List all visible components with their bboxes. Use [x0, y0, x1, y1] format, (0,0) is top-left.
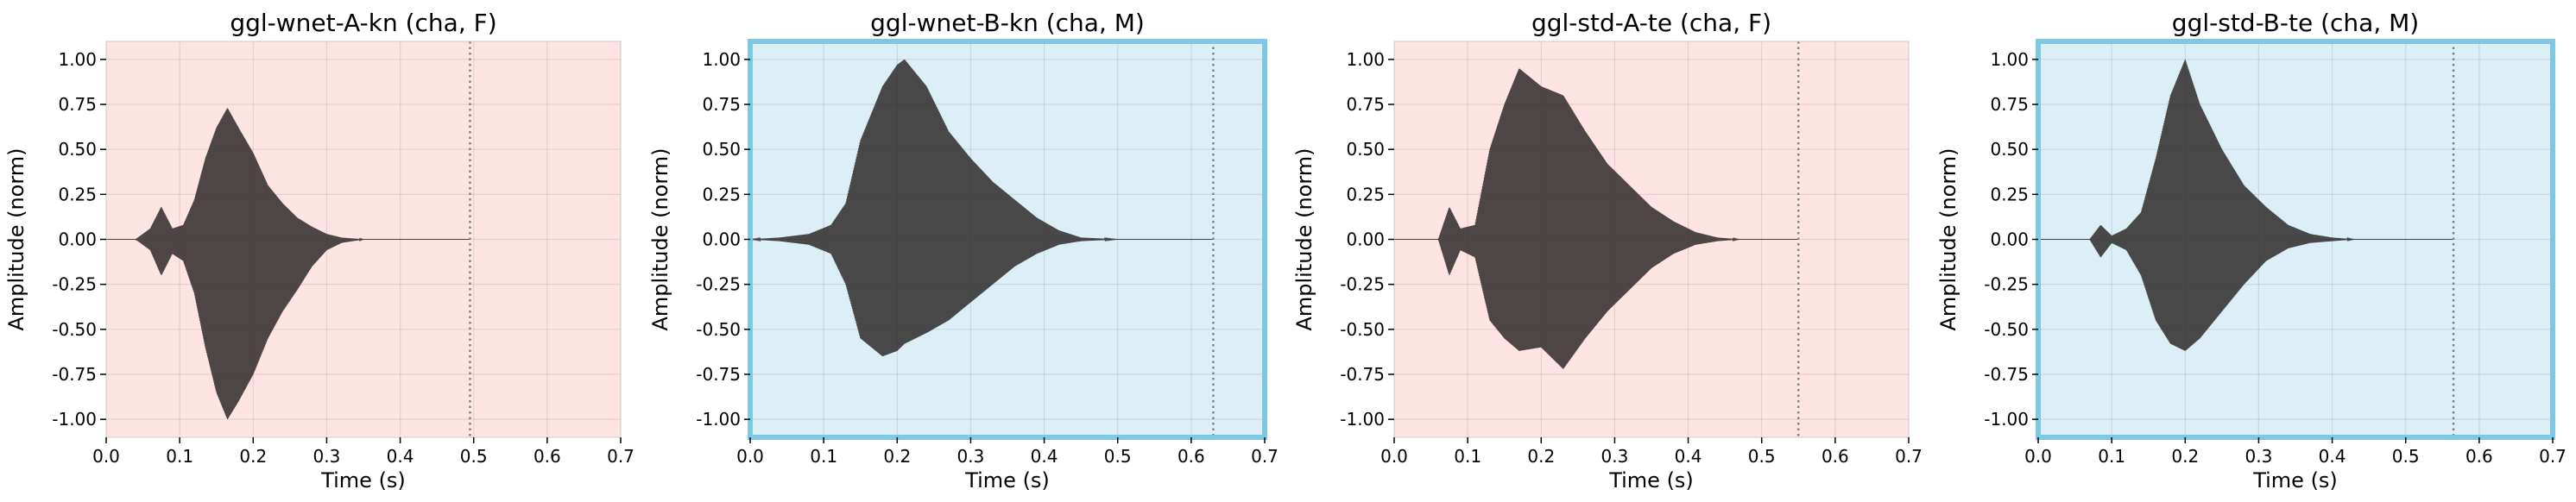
x-tick-label: 0.6: [1822, 446, 1849, 467]
chart-title: ggl-std-A-te (cha, F): [1531, 9, 1771, 37]
y-tick-label: 0.75: [58, 94, 97, 115]
x-tick-label: 0.2: [883, 446, 911, 467]
y-axis-label: Amplitude (norm): [1292, 147, 1316, 330]
x-tick-label: 0.3: [957, 446, 985, 467]
y-tick-label: 1.00: [1990, 49, 2029, 70]
x-tick-label: 0.5: [2392, 446, 2420, 467]
y-tick-label: -0.25: [1984, 274, 2029, 295]
y-tick-label: 0.25: [702, 184, 741, 204]
chart-panel-3: 0.0 0.1 0.2 0.3 0.4 0.5 0.6 0.7 1.00 0.75 0.50 0.25…: [1292, 9, 1923, 493]
y-axis-label: Amplitude (norm): [1936, 147, 1960, 330]
y-tick-label: -1.00: [696, 409, 741, 430]
y-tick-label: 0.75: [1990, 94, 2029, 115]
x-tick-label: 0.5: [460, 446, 488, 467]
y-tick-label: 0.25: [58, 184, 97, 204]
y-tick-label: -0.50: [1984, 319, 2029, 340]
x-tick-label: 0.4: [1675, 446, 1702, 467]
chart-title: ggl-wnet-A-kn (cha, F): [230, 9, 496, 37]
y-tick-label: -0.25: [52, 274, 97, 295]
x-tick-label: 0.1: [810, 446, 837, 467]
chart-panel-4: 0.0 0.1 0.2 0.3 0.4 0.5 0.6 0.7 1.00 0.75 0.50 0.25…: [1936, 9, 2567, 493]
x-axis-label: Time (s): [964, 468, 1050, 493]
chart-title: ggl-std-B-te (cha, M): [2172, 9, 2419, 37]
y-tick-label: -1.00: [1984, 409, 2029, 430]
y-tick-label: -0.25: [696, 274, 741, 295]
y-tick-label: 1.00: [1346, 49, 1385, 70]
chart-title: ggl-wnet-B-kn (cha, M): [870, 9, 1145, 37]
y-tick-label: -0.75: [52, 364, 97, 385]
y-tick-label: -0.75: [696, 364, 741, 385]
chart-panel-2: 0.0 0.1 0.2 0.3 0.4 0.5 0.6 0.7 1.00 0.75 0.50 0.25…: [648, 9, 1279, 493]
chart-panel-1: 0.0 0.1 0.2 0.3 0.4 0.5 0.6 0.7 1.00 0.75 0.50 0.25…: [4, 9, 635, 493]
y-tick-label: 0.25: [1990, 184, 2029, 204]
y-tick-label: -0.50: [52, 319, 97, 340]
x-tick-label: 0.6: [1178, 446, 1205, 467]
y-tick-label: -0.25: [1340, 274, 1385, 295]
y-tick-label: 0.50: [702, 139, 741, 160]
x-tick-label: 0.7: [1251, 446, 1279, 467]
x-tick-label: 0.7: [607, 446, 635, 467]
x-axis-label: Time (s): [1608, 468, 1694, 493]
y-tick-label: 1.00: [702, 49, 741, 70]
y-tick-label: 0.00: [1990, 229, 2029, 250]
y-tick-label: 0.50: [58, 139, 97, 160]
x-tick-label: 0.7: [1895, 446, 1923, 467]
x-tick-label: 0.7: [2539, 446, 2567, 467]
x-tick-label: 0.4: [2319, 446, 2346, 467]
y-tick-label: 0.75: [702, 94, 741, 115]
x-tick-label: 0.5: [1104, 446, 1132, 467]
y-tick-label: 1.00: [58, 49, 97, 70]
x-tick-label: 0.5: [1748, 446, 1776, 467]
y-tick-label: -1.00: [1340, 409, 1385, 430]
x-tick-label: 0.4: [1031, 446, 1058, 467]
x-tick-label: 0.2: [1527, 446, 1555, 467]
x-tick-label: 0.0: [1380, 446, 1408, 467]
x-tick-label: 0.1: [166, 446, 193, 467]
waveform-series: [1394, 68, 1799, 369]
y-tick-label: 0.00: [702, 229, 741, 250]
y-tick-label: -0.50: [696, 319, 741, 340]
x-tick-label: 0.6: [2466, 446, 2493, 467]
x-tick-label: 0.1: [2098, 446, 2125, 467]
x-tick-label: 0.4: [387, 446, 414, 467]
x-tick-label: 0.0: [92, 446, 120, 467]
y-tick-label: -0.75: [1340, 364, 1385, 385]
x-axis-label: Time (s): [2252, 468, 2338, 493]
x-tick-label: 0.6: [534, 446, 561, 467]
y-tick-label: 0.25: [1346, 184, 1385, 204]
waveform-series: [749, 60, 1214, 356]
waveform-series: [2038, 60, 2454, 351]
y-tick-label: 0.50: [1990, 139, 2029, 160]
x-tick-label: 0.3: [2245, 446, 2273, 467]
x-tick-label: 0.0: [2024, 446, 2052, 467]
y-tick-label: -1.00: [52, 409, 97, 430]
x-tick-label: 0.2: [239, 446, 267, 467]
y-tick-label: 0.00: [58, 229, 97, 250]
y-tick-label: -0.75: [1984, 364, 2029, 385]
y-tick-label: 0.75: [1346, 94, 1385, 115]
x-tick-label: 0.3: [1601, 446, 1629, 467]
waveform-series: [106, 108, 470, 419]
x-tick-label: 0.0: [736, 446, 764, 467]
x-axis-label: Time (s): [320, 468, 406, 493]
y-axis-label: Amplitude (norm): [648, 147, 672, 330]
y-tick-label: 0.00: [1346, 229, 1385, 250]
x-tick-label: 0.3: [313, 446, 341, 467]
x-tick-label: 0.1: [1454, 446, 1481, 467]
x-tick-label: 0.2: [2171, 446, 2199, 467]
y-tick-label: 0.50: [1346, 139, 1385, 160]
y-axis-label: Amplitude (norm): [4, 147, 28, 330]
y-tick-label: -0.50: [1340, 319, 1385, 340]
